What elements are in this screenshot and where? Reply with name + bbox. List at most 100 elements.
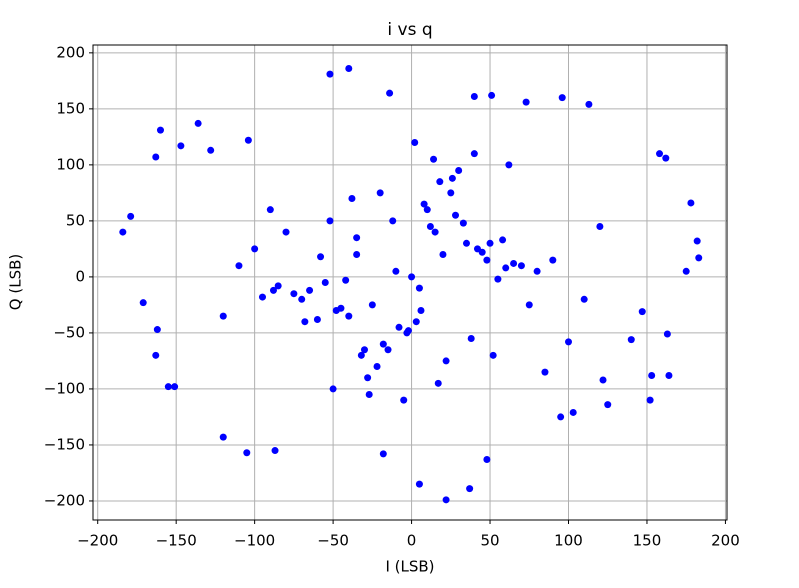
point [436, 178, 444, 186]
point [357, 351, 365, 359]
point [505, 161, 513, 169]
point [235, 262, 243, 270]
x-tick-label: 100 [554, 532, 583, 550]
point [258, 293, 266, 301]
point [389, 217, 397, 225]
y-tick-label: −150 [44, 435, 85, 453]
point [663, 330, 671, 338]
point [384, 346, 392, 354]
point [447, 189, 455, 197]
plot-frame [92, 44, 728, 521]
y-tick-label: 0 [75, 267, 85, 285]
point [298, 295, 306, 303]
point [483, 456, 491, 464]
point [627, 336, 635, 344]
point [392, 267, 400, 275]
point [646, 396, 654, 404]
point [337, 304, 345, 312]
point [585, 100, 593, 108]
point [462, 239, 470, 247]
point [522, 98, 530, 106]
chart-title: i vs q [387, 20, 432, 40]
point [580, 295, 588, 303]
x-tick-label: −100 [234, 532, 275, 550]
y-axis-label: Q (LSB) [7, 254, 25, 310]
point [317, 253, 325, 261]
x-tick-label: 0 [407, 532, 417, 550]
point [373, 363, 381, 371]
y-tick-label: 150 [56, 99, 85, 117]
point [549, 256, 557, 264]
point [431, 228, 439, 236]
point [329, 385, 337, 393]
point [353, 234, 361, 242]
point [687, 199, 695, 207]
point [274, 282, 282, 290]
point [345, 312, 353, 320]
point [423, 206, 431, 214]
y-tick-label: −100 [44, 379, 85, 397]
point [395, 323, 403, 331]
point [243, 449, 251, 457]
point [365, 391, 373, 399]
point [364, 374, 372, 382]
point [326, 70, 334, 78]
point [408, 273, 416, 281]
point [219, 433, 227, 441]
point [194, 119, 202, 127]
point [662, 154, 670, 162]
point [541, 368, 549, 376]
x-axis-label: I (LSB) [385, 558, 434, 576]
point [478, 248, 486, 256]
point [282, 228, 290, 236]
point [207, 146, 215, 154]
point [426, 222, 434, 230]
point [368, 301, 376, 309]
point [415, 284, 423, 292]
point [271, 447, 279, 455]
point [345, 65, 353, 73]
y-tick-label: −200 [44, 491, 85, 509]
point [400, 396, 408, 404]
point [379, 340, 387, 348]
point [695, 254, 703, 262]
point [306, 286, 314, 294]
x-tick-label: 200 [711, 532, 740, 550]
point [360, 346, 368, 354]
point [489, 351, 497, 359]
point [533, 267, 541, 275]
point [404, 327, 412, 335]
point [415, 480, 423, 488]
point [152, 153, 160, 161]
point [665, 371, 673, 379]
x-tick-label: 50 [480, 532, 499, 550]
point [152, 351, 160, 359]
point [326, 217, 334, 225]
point [517, 262, 525, 270]
point [486, 239, 494, 247]
point [353, 250, 361, 258]
point [470, 150, 478, 158]
point [682, 267, 690, 275]
point [119, 228, 127, 236]
point [379, 450, 387, 458]
point [565, 338, 572, 346]
point [558, 94, 566, 102]
point [156, 126, 164, 134]
point [139, 299, 147, 307]
point [420, 200, 428, 208]
point [483, 256, 491, 264]
point [417, 307, 425, 315]
point [301, 318, 309, 326]
point [411, 138, 419, 146]
point [219, 312, 227, 320]
point [442, 496, 450, 504]
point [455, 166, 463, 174]
point [153, 326, 161, 334]
y-tick-label: 200 [56, 43, 85, 61]
point [638, 308, 646, 316]
point [557, 413, 565, 421]
point [434, 379, 442, 387]
point [494, 275, 502, 283]
